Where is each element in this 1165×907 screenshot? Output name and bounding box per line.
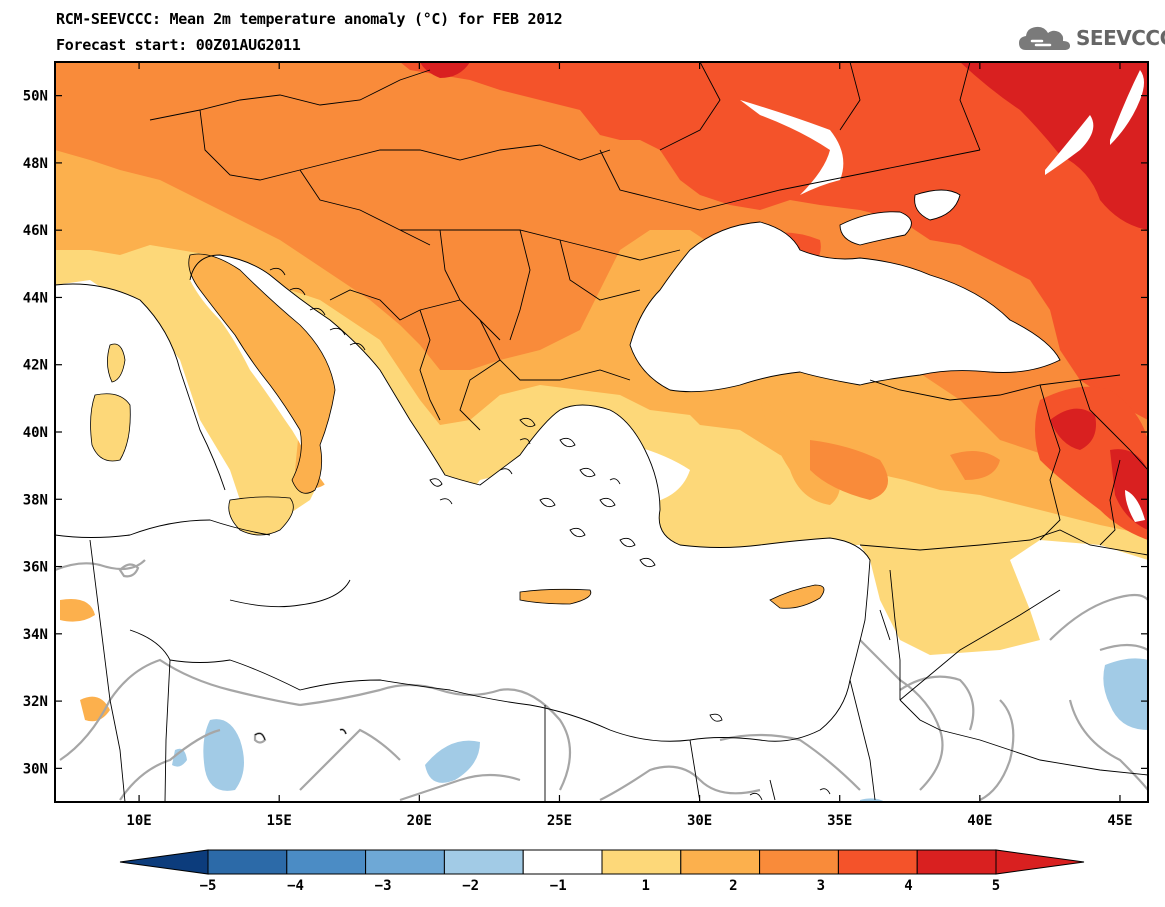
colorbar-tick-label: −4: [287, 878, 304, 894]
mediterranean-sea: [55, 255, 870, 742]
lat-label: 38N: [23, 492, 48, 508]
colorbar-tick-label: 5: [992, 878, 1000, 894]
lat-label: 44N: [23, 290, 48, 306]
colorbar-tick-label: −5: [200, 878, 217, 894]
seevccc-logo: SEEVCCC: [1018, 24, 1165, 54]
colorbar-box: [207, 849, 288, 875]
zero-contours: [55, 559, 1148, 802]
lon-label: 10E: [126, 813, 151, 829]
lon-label: 15E: [267, 813, 292, 829]
lat-label: 46N: [23, 223, 48, 239]
colorbar: −5 −4 −3 −2 −1 1 2 3 4 5: [119, 849, 1085, 894]
colorbar-box: [837, 849, 918, 875]
anomaly-level-5: [960, 62, 1148, 230]
colorbar-box: [916, 849, 997, 875]
forecast-subtitle: Forecast start: 00Z01AUG2011: [56, 36, 301, 54]
anomaly-field: [55, 62, 1148, 802]
colorbar-max-arrow: [995, 849, 1085, 875]
colorbar-tick-label: −3: [375, 878, 392, 894]
colorbar-box: [601, 849, 682, 875]
colorbar-tick-label: 3: [817, 878, 825, 894]
colorbar-box: [286, 849, 367, 875]
lon-label: 35E: [827, 813, 852, 829]
colorbar-box: [680, 849, 761, 875]
lat-label: 36N: [23, 560, 48, 576]
lat-label: 50N: [23, 89, 48, 105]
colorbar-box: [443, 849, 524, 875]
colorbar-tick-label: −1: [550, 878, 567, 894]
lon-label: 45E: [1107, 813, 1132, 829]
country-borders: [55, 62, 1148, 802]
lat-label: 40N: [23, 425, 48, 441]
lat-label: 42N: [23, 358, 48, 374]
lon-label: 25E: [547, 813, 572, 829]
lat-label: 30N: [23, 761, 48, 777]
anomaly-level-4: [400, 62, 1148, 420]
colorbar-tick-label: 4: [904, 878, 912, 894]
logo-text: SEEVCCC: [1076, 26, 1165, 50]
colorbar-box: [522, 849, 603, 875]
lat-label: 34N: [23, 627, 48, 643]
black-sea: [630, 222, 1060, 392]
map-title: RCM-SEEVCCC: Mean 2m temperature anomaly…: [56, 10, 563, 28]
latitude-axis: 30N 32N 34N 36N 38N 40N 42N 44N 46N 48N 50N: [23, 89, 1148, 777]
lat-label: 48N: [23, 156, 48, 172]
longitude-axis: 10E 15E 20E 25E 30E 35E 40E 45E: [126, 62, 1133, 829]
lat-label: 32N: [23, 694, 48, 710]
colorbar-min-arrow: [119, 849, 209, 875]
colorbar-tick-label: −2: [462, 878, 479, 894]
colorbar-box: [365, 849, 445, 875]
lon-label: 30E: [687, 813, 712, 829]
colorbar-tick-label: 2: [729, 878, 737, 894]
anomaly-negative-1: [203, 719, 244, 791]
cloud-icon: [1019, 26, 1070, 50]
colorbar-tick-label: 1: [642, 878, 650, 894]
lon-label: 20E: [407, 813, 432, 829]
colorbar-box: [759, 849, 839, 875]
lon-label: 40E: [967, 813, 992, 829]
